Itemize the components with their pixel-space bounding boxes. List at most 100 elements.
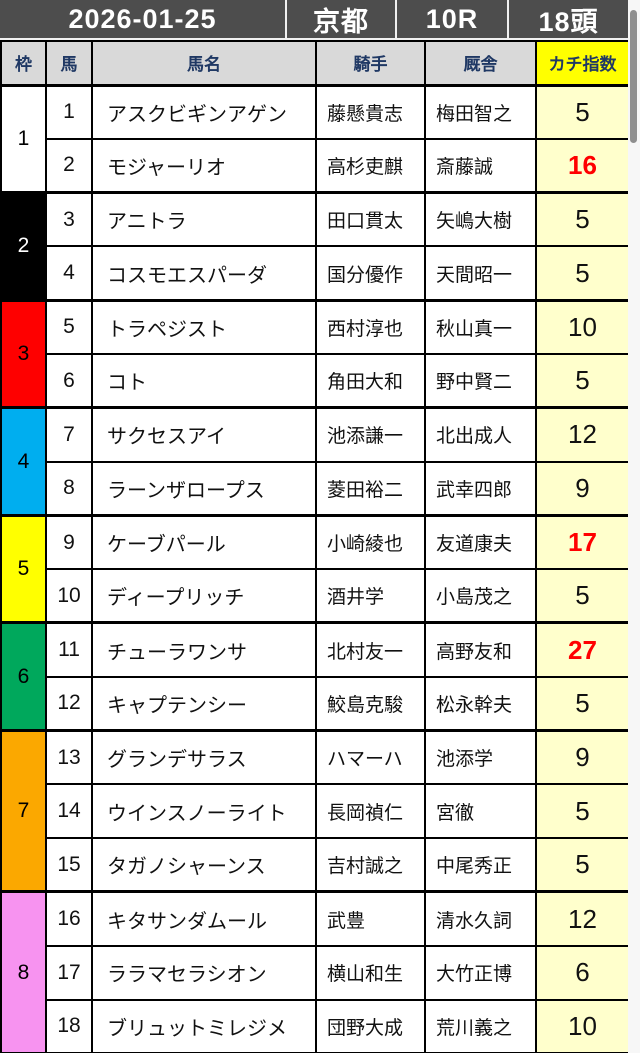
horse-name-cell: サクセスアイ xyxy=(91,406,317,463)
index-cell: 17 xyxy=(535,513,630,571)
race-header-bar: 2026-01-25 京都 10R 18頭 xyxy=(0,0,628,38)
horse-name-cell: キタサンダムール xyxy=(91,890,317,947)
table-row: 4 コスモエスパーダ 国分優作 天間昭一 5 xyxy=(1,245,630,302)
jockey-cell: 酒井学 xyxy=(315,568,426,624)
table-row: 14 ウインスノーライト 長岡禎仁 宮徹 5 xyxy=(1,783,630,840)
horse-name-cell: ウインスノーライト xyxy=(91,783,317,840)
horse-number-cell: 8 xyxy=(45,460,93,517)
jockey-cell: 団野大成 xyxy=(315,998,426,1053)
table-row: 4 7 サクセスアイ 池添謙一 北出成人 12 xyxy=(0,406,630,517)
index-cell: 9 xyxy=(535,460,630,517)
scrollbar-track[interactable] xyxy=(628,0,640,1053)
horse-number-cell: 11 xyxy=(45,621,93,678)
horse-number-cell: 7 xyxy=(45,406,93,463)
horse-name-cell: チューラワンサ xyxy=(91,621,317,678)
frame-cell: 4 xyxy=(0,406,47,517)
table-row: 6 コト 角田大和 野中賢二 5 xyxy=(1,352,630,409)
horse-number-cell: 9 xyxy=(45,513,93,571)
horse-name-cell: モジャーリオ xyxy=(91,137,317,194)
jockey-cell: 小崎綾也 xyxy=(315,513,426,571)
stable-cell: 清水久詞 xyxy=(424,890,537,947)
stable-cell: 斎藤誠 xyxy=(424,137,537,194)
jockey-cell: 西村淳也 xyxy=(315,298,426,355)
jockey-cell: 北村友一 xyxy=(315,621,426,678)
horse-number-cell: 15 xyxy=(45,837,93,893)
race-number: 10R xyxy=(397,0,507,38)
table-row: 18 ブリュットミレジメ 団野大成 荒川義之 10 xyxy=(1,998,630,1053)
index-cell: 16 xyxy=(535,137,630,194)
table-row: 10 ディープリッチ 酒井学 小島茂之 5 xyxy=(1,568,630,624)
index-cell: 5 xyxy=(535,352,630,409)
horse-name-cell: コト xyxy=(91,352,317,409)
index-cell: 12 xyxy=(535,406,630,463)
jockey-cell: 角田大和 xyxy=(315,352,426,409)
table-row: 17 ララマセラシオン 横山和生 大竹正博 6 xyxy=(1,944,630,1001)
frame-cell: 6 xyxy=(0,621,47,732)
horse-number-cell: 18 xyxy=(45,998,93,1053)
stable-cell: 友道康夫 xyxy=(424,513,537,571)
stable-cell: 高野友和 xyxy=(424,621,537,678)
jockey-cell: ハマーハ xyxy=(315,729,426,786)
horse-number-cell: 5 xyxy=(45,298,93,355)
table-row: 12 キャプテンシー 鮫島克駿 松永幹夫 5 xyxy=(1,675,630,732)
horse-number-cell: 14 xyxy=(45,783,93,840)
horse-number-cell: 6 xyxy=(45,352,93,409)
index-cell: 6 xyxy=(535,944,630,1001)
table-row: 2 3 アニトラ 田口貫太 矢嶋大樹 5 xyxy=(0,191,630,302)
scrollbar-thumb[interactable] xyxy=(630,10,637,143)
horse-name-cell: ラーンザロープス xyxy=(91,460,317,517)
table-row: 5 9 ケーブパール 小崎綾也 友道康夫 17 xyxy=(0,513,630,624)
race-track: 京都 xyxy=(287,0,395,38)
frame-cell: 5 xyxy=(0,513,47,624)
horse-name-cell: アニトラ xyxy=(91,191,317,248)
col-header-index: カチ指数 xyxy=(535,40,630,86)
stable-cell: 矢嶋大樹 xyxy=(424,191,537,248)
jockey-cell: 菱田裕二 xyxy=(315,460,426,517)
horse-table-body: 1 1 アスクビギンアゲン 藤懸貴志 梅田智之 5 2 モジャーリオ 高杉吏麒 斎藤誠 16 2 3 アニ… xyxy=(0,83,630,1053)
table-row: 2 モジャーリオ 高杉吏麒 斎藤誠 16 xyxy=(1,137,630,194)
stable-cell: 中尾秀正 xyxy=(424,837,537,893)
index-cell: 9 xyxy=(535,729,630,786)
horse-number-cell: 2 xyxy=(45,137,93,194)
stable-cell: 野中賢二 xyxy=(424,352,537,409)
index-cell: 27 xyxy=(535,621,630,678)
horse-number-cell: 4 xyxy=(45,245,93,302)
col-header-jockey: 騎手 xyxy=(315,40,426,86)
horse-name-cell: ブリュットミレジメ xyxy=(91,998,317,1053)
frame-cell: 8 xyxy=(0,890,47,1053)
stable-cell: 天間昭一 xyxy=(424,245,537,302)
frame-cell: 7 xyxy=(0,729,47,893)
index-cell: 5 xyxy=(535,83,630,140)
stable-cell: 梅田智之 xyxy=(424,83,537,140)
table-row: 6 11 チューラワンサ 北村友一 高野友和 27 xyxy=(0,621,630,732)
horse-table: 枠 馬 馬名 騎手 厩舎 カチ指数 1 1 アスクビギンアゲン 藤懸貴志 梅田智之 5 2 モ… xyxy=(0,40,630,1053)
horse-number-cell: 10 xyxy=(45,568,93,624)
stable-cell: 荒川義之 xyxy=(424,998,537,1053)
index-cell: 12 xyxy=(535,890,630,947)
index-cell: 5 xyxy=(535,245,630,302)
jockey-cell: 高杉吏麒 xyxy=(315,137,426,194)
index-cell: 5 xyxy=(535,837,630,893)
col-header-number: 馬 xyxy=(45,40,93,86)
index-cell: 10 xyxy=(535,998,630,1053)
index-cell: 10 xyxy=(535,298,630,355)
index-cell: 5 xyxy=(535,675,630,732)
frame-cell: 3 xyxy=(0,298,47,409)
jockey-cell: 田口貫太 xyxy=(315,191,426,248)
jockey-cell: 長岡禎仁 xyxy=(315,783,426,840)
jockey-cell: 吉村誠之 xyxy=(315,837,426,893)
jockey-cell: 武豊 xyxy=(315,890,426,947)
col-header-name: 馬名 xyxy=(91,40,317,86)
stable-cell: 宮徹 xyxy=(424,783,537,840)
frame-cell: 2 xyxy=(0,191,47,302)
stable-cell: 北出成人 xyxy=(424,406,537,463)
horse-name-cell: ディープリッチ xyxy=(91,568,317,624)
table-row: 8 16 キタサンダムール 武豊 清水久詞 12 xyxy=(0,890,630,1053)
stable-cell: 小島茂之 xyxy=(424,568,537,624)
horse-name-cell: ララマセラシオン xyxy=(91,944,317,1001)
horse-number-cell: 13 xyxy=(45,729,93,786)
index-cell: 5 xyxy=(535,783,630,840)
stable-cell: 秋山真一 xyxy=(424,298,537,355)
table-row: 1 1 アスクビギンアゲン 藤懸貴志 梅田智之 5 xyxy=(0,83,630,194)
